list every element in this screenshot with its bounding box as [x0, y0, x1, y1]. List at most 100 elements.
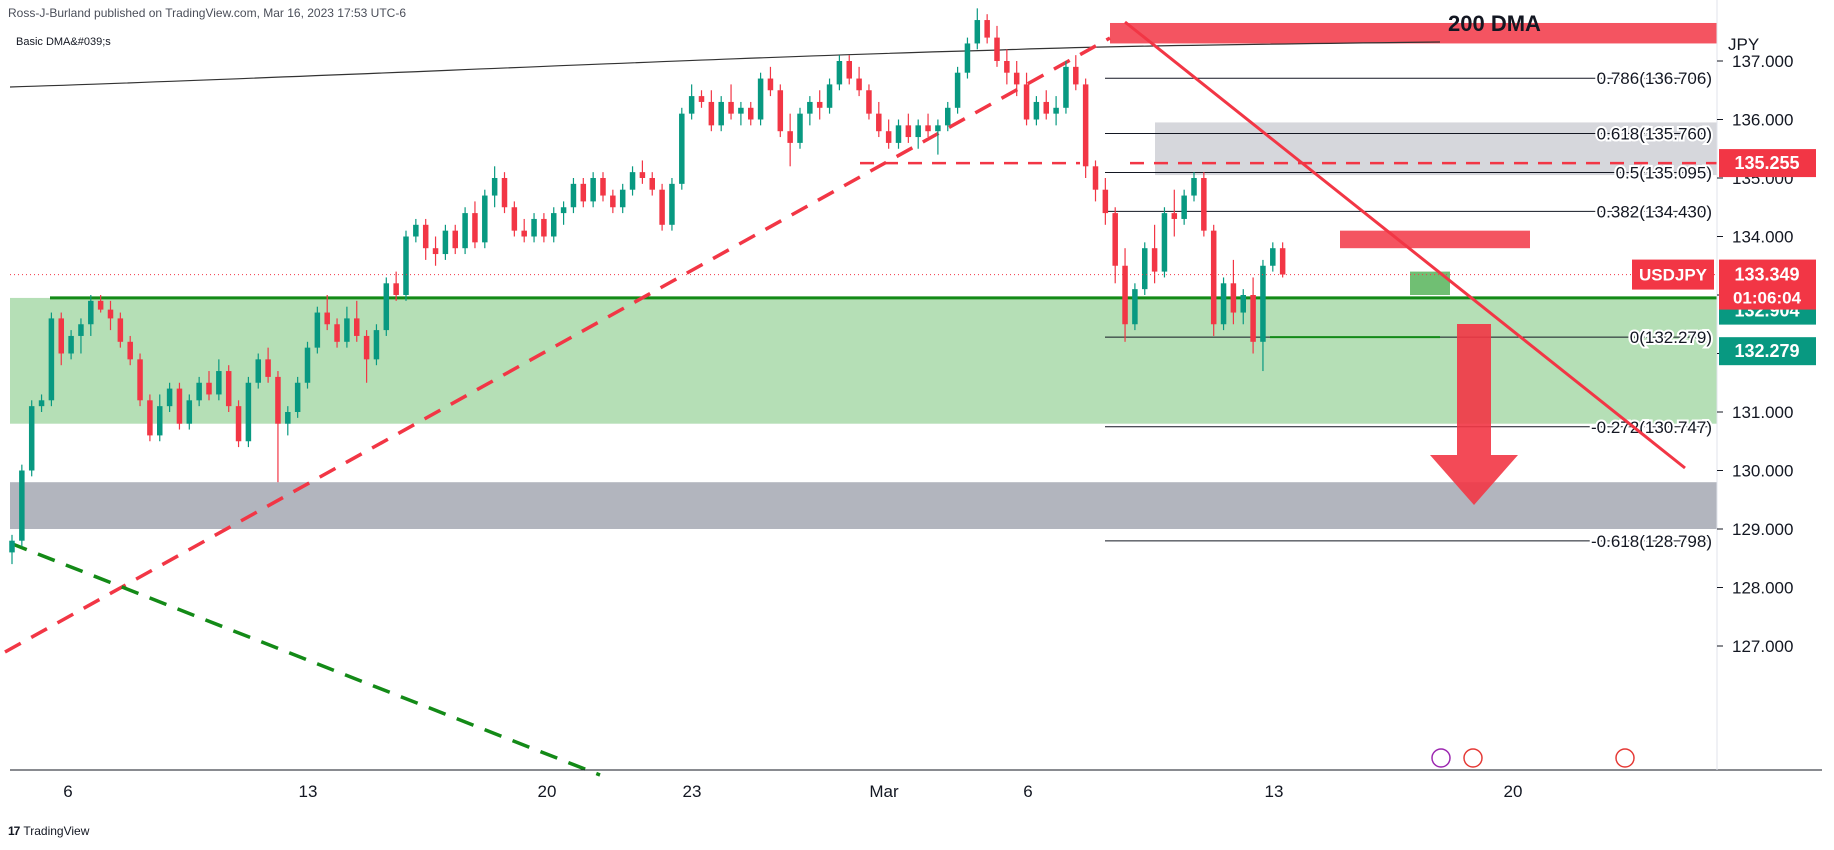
- candle-body: [767, 78, 774, 91]
- price-badge-0: [1719, 149, 1816, 178]
- candle-body: [58, 318, 64, 354]
- candle-body: [925, 125, 931, 132]
- y-tick-label-8: 129.000: [1732, 520, 1793, 539]
- candle-body: [1201, 178, 1207, 231]
- candle-body: [462, 213, 468, 249]
- candle-body: [826, 84, 833, 108]
- fib-label-1: 0.618(135.760): [1597, 125, 1712, 144]
- candle-body: [619, 189, 626, 208]
- candle-body: [245, 382, 252, 442]
- candle-body: [1142, 248, 1148, 290]
- candle-body: [876, 113, 882, 132]
- fib-label-4: 0(132.279): [1630, 328, 1712, 347]
- support-zone: [10, 297, 1717, 424]
- x-tick-label-1: 13: [299, 782, 318, 801]
- lightning-icon: [1431, 748, 1451, 768]
- price-badge-2: [1719, 337, 1816, 366]
- candle-body: [491, 178, 498, 196]
- candle-body: [137, 359, 143, 401]
- candle-body: [373, 330, 380, 360]
- fib-grey-zone: [1155, 122, 1717, 176]
- fib-label-3: 0.382(134.430): [1597, 202, 1712, 221]
- candle-body: [1043, 101, 1049, 114]
- candle-body: [88, 300, 94, 325]
- axes-layer: JPY137.000136.000135.000134.000133.00013…: [10, 0, 1822, 801]
- symbol-badge: [1632, 259, 1714, 290]
- price-badge-text-2: 132.279: [1734, 341, 1799, 361]
- candle-body: [580, 183, 587, 202]
- candle-body: [501, 178, 508, 208]
- x-tick-label-7: 20: [1504, 782, 1523, 801]
- candle-body: [531, 218, 537, 237]
- overlays-layer: [1430, 324, 1518, 505]
- us-flag-icon: [1615, 748, 1635, 768]
- candle-body: [294, 382, 301, 412]
- candle-body: [777, 90, 784, 132]
- descending-trendline: [1124, 20, 1686, 470]
- candle-body: [442, 230, 449, 255]
- candle-body: [1033, 101, 1040, 120]
- candle-body: [265, 359, 271, 377]
- candle-body: [698, 96, 705, 102]
- dma-label: 200 DMA: [1448, 11, 1541, 36]
- candle-body: [9, 540, 15, 553]
- x-tick-label-2: 20: [538, 782, 557, 801]
- candle-body: [1092, 166, 1099, 190]
- candle-body: [590, 178, 596, 202]
- fib-label-6: -0.618(128.798): [1591, 532, 1712, 551]
- candle-body: [275, 376, 281, 424]
- y-tick-label-1: 136.000: [1732, 111, 1793, 130]
- candle-body: [1132, 289, 1138, 325]
- candle-body: [1122, 265, 1128, 325]
- x-tick-label-0: 6: [63, 782, 72, 801]
- candle-body: [157, 406, 163, 436]
- candle-body: [807, 101, 813, 114]
- candle-body: [659, 189, 665, 225]
- candle-body: [708, 101, 715, 126]
- candle-body: [354, 318, 360, 336]
- candles-layer: [9, 8, 1286, 565]
- candle-body: [905, 125, 912, 138]
- candle-body: [521, 230, 527, 237]
- candle-body: [600, 178, 606, 196]
- x-tick-label-5: 6: [1023, 782, 1032, 801]
- candle-body: [344, 318, 350, 342]
- tradingview-footer[interactable]: 17 TradingView: [8, 824, 89, 838]
- candle-body: [994, 37, 1000, 61]
- candle-body: [127, 341, 133, 360]
- currency-label: JPY: [1728, 35, 1759, 54]
- candle-body: [413, 224, 419, 237]
- candle-body: [1220, 283, 1227, 325]
- down-arrow: [1430, 324, 1518, 505]
- candle-body: [1013, 72, 1020, 85]
- candle-body: [1161, 213, 1168, 272]
- candle-body: [757, 78, 764, 120]
- candle-body: [216, 371, 222, 395]
- candle-body: [895, 125, 902, 143]
- candle-body: [1260, 265, 1266, 342]
- candle-body: [1171, 213, 1178, 219]
- x-tick-label-3: 23: [683, 782, 702, 801]
- candle-body: [186, 400, 193, 424]
- candle-body: [432, 248, 439, 255]
- candle-body: [846, 61, 852, 79]
- rising-trendline: [4, 36, 1111, 654]
- candle-body: [304, 347, 311, 383]
- candle-body: [945, 107, 951, 126]
- candle-body: [422, 224, 429, 249]
- candle-body: [728, 101, 734, 114]
- candle-body: [314, 312, 321, 348]
- symbol-badge-text: USDJPY: [1639, 266, 1708, 285]
- zones-layer: [10, 22, 1717, 529]
- x-tick-label-4: Mar: [869, 782, 899, 801]
- y-tick-label-3: 134.000: [1732, 228, 1793, 247]
- candle-body: [285, 412, 291, 424]
- candle-body: [206, 382, 212, 395]
- candle-body: [1279, 248, 1286, 275]
- candle-body: [1053, 107, 1059, 114]
- x-tick-label-6: 13: [1265, 782, 1284, 801]
- candle-body: [393, 283, 399, 295]
- candle-body: [816, 101, 823, 108]
- candle-body: [38, 400, 45, 407]
